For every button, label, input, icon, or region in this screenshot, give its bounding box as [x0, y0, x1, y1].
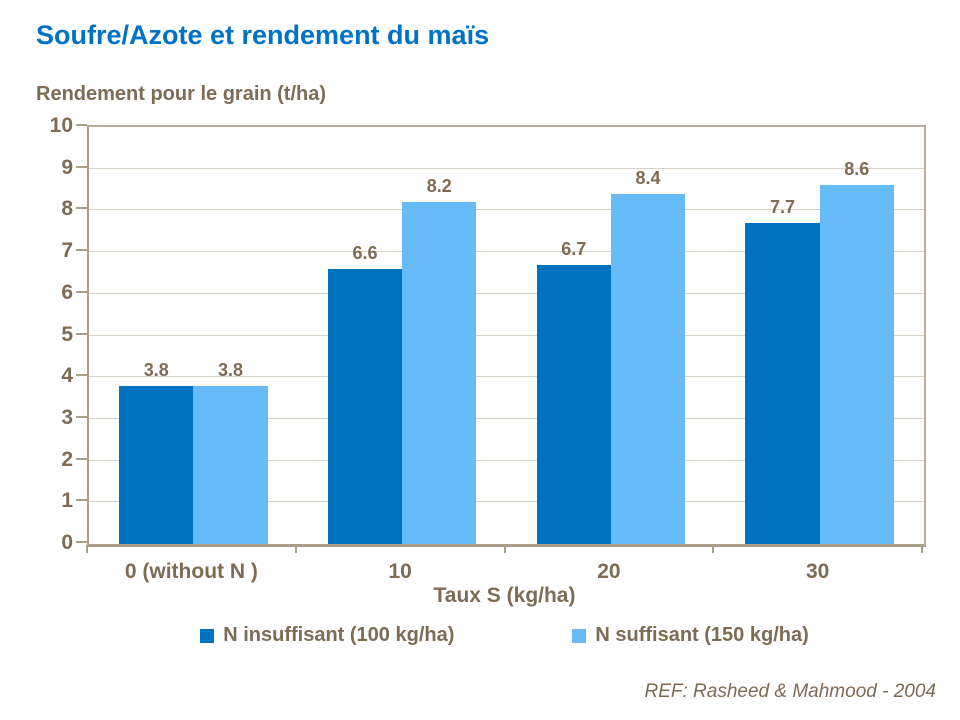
y-tick-label: 3 [61, 405, 73, 429]
gridline [89, 209, 924, 211]
legend-label: N suffisant (150 kg/ha) [595, 624, 809, 646]
chart-legend: N insuffisant (100 kg/ha) N suffisant (15… [87, 624, 922, 647]
y-tick-mark [76, 457, 87, 460]
bar-value-label: 6.6 [352, 242, 378, 263]
y-tick-mark [76, 332, 87, 335]
y-tick-label: 6 [61, 280, 73, 304]
gridline [89, 501, 924, 503]
gridline [89, 251, 924, 253]
gridline [89, 334, 924, 336]
y-tick-mark [76, 415, 87, 418]
x-axis-title: Taux S (kg/ha) [433, 584, 576, 607]
legend-swatch [572, 628, 587, 643]
x-category-label: 10 [388, 560, 412, 583]
y-tick-mark [76, 499, 87, 502]
x-tick-mark [86, 545, 88, 553]
y-tick-mark [76, 165, 87, 168]
bar [819, 185, 894, 544]
legend-label: N insuffisant (100 kg/ha) [223, 624, 455, 646]
y-axis-title: Rendement pour le grain (t/ha) [36, 83, 327, 105]
bar-group: 3.8 3.8 [89, 127, 298, 544]
reference-text: REF: Rasheed & Mahmood - 2004 [644, 681, 937, 702]
x-tick-mark [921, 545, 923, 553]
bar-value-label: 6.7 [561, 238, 587, 259]
bar-group: 7.7 8.6 [715, 127, 924, 544]
bar-value-label: 8.2 [426, 176, 452, 197]
x-tick-mark [712, 545, 715, 553]
bar [610, 193, 686, 544]
y-tick-label: 10 [49, 114, 73, 137]
bar-value-label: 3.8 [143, 359, 169, 380]
y-tick-label: 9 [61, 155, 73, 179]
gridline [89, 167, 924, 169]
legend-swatch [200, 628, 215, 643]
y-tick-label: 4 [61, 364, 73, 388]
gridline [89, 459, 924, 461]
x-category-label: 0 (without N ) [124, 560, 258, 583]
bar-group: 6.6 8.2 [298, 127, 507, 544]
bar-chart-plot-area: 3.8 3.8 6.6 8.2 6.7 8.4 7.7 8.6 [87, 125, 926, 547]
y-tick-mark [76, 374, 87, 377]
bar-value-label: 3.8 [218, 359, 244, 380]
bar-value-label: 8.4 [635, 167, 661, 188]
bar-group: 6.7 8.4 [507, 127, 716, 544]
x-tick-mark [294, 545, 297, 553]
y-tick-mark [76, 290, 87, 293]
y-tick-mark [76, 207, 87, 210]
page-title: Soufre/Azote et rendement du maïs [36, 20, 490, 50]
y-tick-mark [76, 541, 87, 543]
x-tick-mark [503, 545, 506, 553]
y-tick-label: 5 [61, 322, 73, 346]
bar-value-label: 7.7 [769, 196, 795, 217]
y-tick-label: 8 [61, 197, 73, 221]
y-tick-label: 2 [61, 447, 73, 471]
gridline [89, 292, 924, 294]
bar [745, 222, 820, 544]
x-category-label: 30 [805, 560, 830, 583]
y-tick-mark [76, 124, 87, 126]
legend-item: N insuffisant (100 kg/ha) [200, 624, 454, 647]
y-tick-label: 0 [61, 531, 73, 554]
bar-value-label: 8.6 [844, 159, 870, 180]
x-category-label: 20 [597, 560, 621, 583]
y-tick-mark [76, 249, 87, 252]
bar [402, 202, 477, 544]
bar [327, 268, 403, 544]
bar [536, 264, 611, 544]
bar [119, 385, 194, 544]
legend-item: N suffisant (150 kg/ha) [572, 624, 809, 647]
gridline [89, 376, 924, 378]
y-tick-label: 7 [61, 239, 73, 263]
gridline [89, 417, 924, 419]
bar [193, 385, 268, 544]
y-tick-label: 1 [61, 489, 73, 513]
